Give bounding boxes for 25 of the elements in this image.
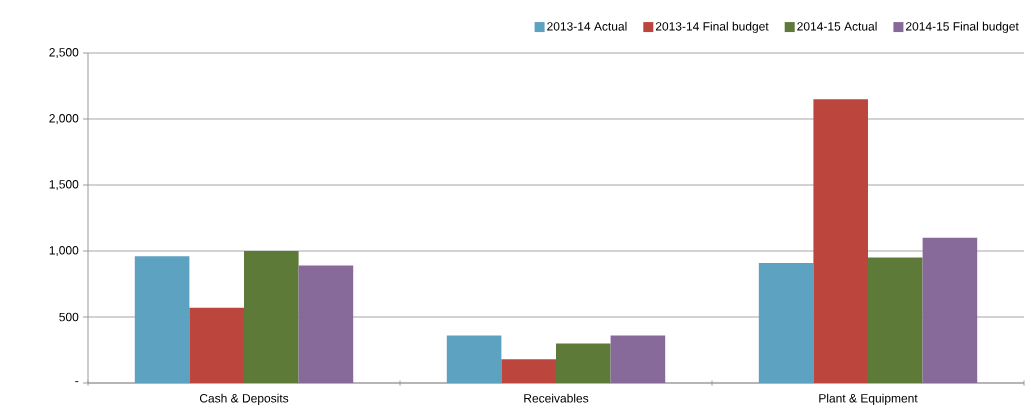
bar: [501, 359, 556, 383]
bar: [758, 262, 814, 383]
bar: [134, 256, 190, 383]
bar: [813, 99, 869, 383]
y-tick-label: 500: [59, 312, 79, 322]
legend-label: 2013-14 Final budget: [655, 21, 769, 33]
bar: [189, 307, 244, 383]
y-tick-label: -: [75, 381, 79, 383]
bar: [244, 251, 299, 383]
bar: [922, 237, 978, 383]
y-tick-label: 2,500: [49, 48, 79, 58]
x-tick-label: Plant & Equipment: [819, 393, 918, 405]
bar: [610, 335, 666, 383]
y-tick-label: 1,500: [49, 180, 79, 190]
y-tick-label: 1,000: [49, 246, 79, 256]
bar: [556, 343, 611, 383]
bar: [446, 335, 502, 383]
x-tick-label: Receivables: [524, 393, 589, 403]
y-tick-label: 2,000: [49, 114, 79, 124]
legend-label: 2014-15 Actual: [797, 21, 877, 31]
x-tick-label: Cash & Deposits: [199, 393, 289, 405]
bar: [298, 265, 354, 383]
legend-label: 2014-15 Final budget: [906, 21, 1019, 33]
bar: [868, 257, 923, 383]
legend-label: 2013-14 Actual: [547, 21, 627, 31]
